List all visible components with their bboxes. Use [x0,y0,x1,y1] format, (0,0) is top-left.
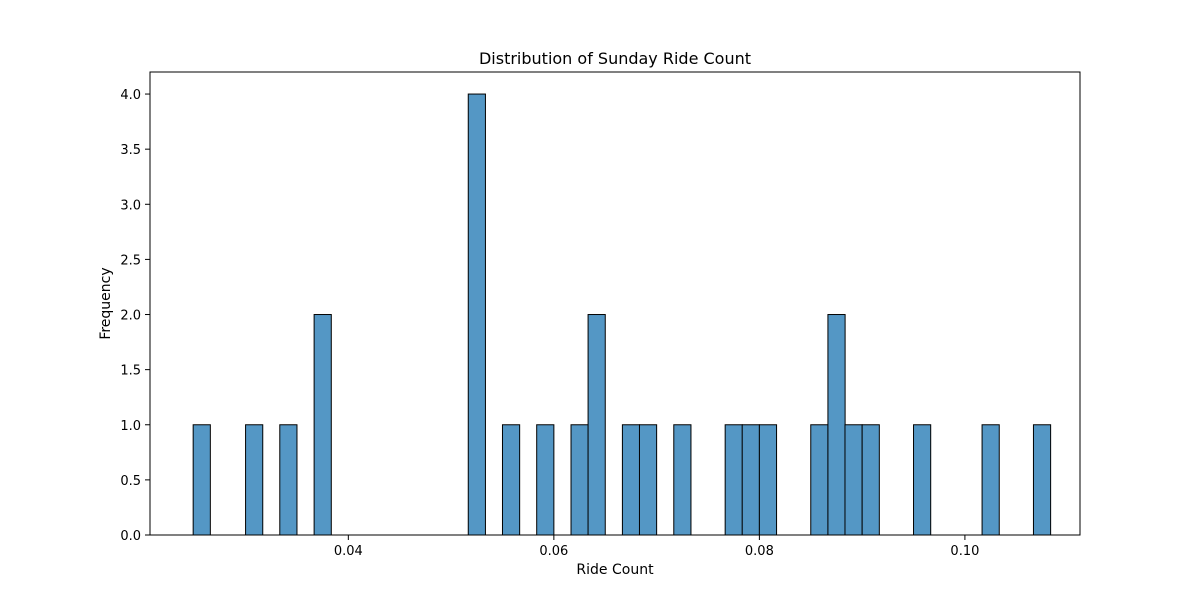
x-tick-label-1: 0.04 [334,544,363,559]
histogram-bar-10 [621,424,641,536]
plot-area-frame [149,71,1081,536]
chart-title: Distribution of Sunday Ride Count [479,49,751,68]
x-tick-label-3: 0.08 [745,544,774,559]
histogram-bar-17 [827,314,846,536]
bars-group [192,93,1052,536]
histogram-bar-9 [587,314,606,536]
y-axis-label: Frequency [98,267,114,339]
histogram-bar-4 [313,314,332,536]
histogram-bar-2 [245,424,264,536]
x-axis: 0.04 0.06 0.08 0.10 [334,535,979,559]
histogram-bar-22 [1032,424,1052,536]
histogram-bar-20 [913,424,932,536]
histogram-bar-8 [570,424,589,536]
x-tick-label-4: 0.10 [950,544,979,559]
histogram-bar-3 [279,424,298,536]
histogram-bar-18 [844,424,863,536]
histogram-bar-14 [741,424,760,536]
histogram-bar-13 [724,424,743,536]
histogram-bar-12 [673,424,692,536]
y-tick-label-8: 3.5 [120,143,141,158]
histogram-bar-19 [861,424,880,536]
histogram-bar-7 [536,424,555,536]
histogram-bar-16 [810,424,829,536]
histogram-bar-15 [758,424,778,536]
histogram-bar-1 [192,424,211,536]
histogram-bar-6 [501,424,521,536]
y-tick-label-7: 3.0 [120,198,141,213]
histogram-bar-11 [638,424,658,536]
y-tick-label-1: 0.0 [120,529,141,544]
y-tick-label-4: 1.5 [120,364,141,379]
y-tick-label-3: 1.0 [120,419,141,434]
y-axis: 0.0 0.5 1.0 1.5 2.0 2.5 3.0 3.5 4.0 [120,88,150,544]
x-axis-label: Ride Count [576,562,654,578]
y-tick-label-5: 2.0 [120,309,141,324]
y-tick-label-9: 4.0 [120,88,141,103]
x-tick-label-2: 0.06 [539,544,568,559]
y-tick-label-2: 0.5 [120,474,141,489]
histogram-bar-5 [467,93,486,536]
histogram-bar-21 [981,424,1000,536]
y-tick-label-6: 2.5 [120,253,141,268]
